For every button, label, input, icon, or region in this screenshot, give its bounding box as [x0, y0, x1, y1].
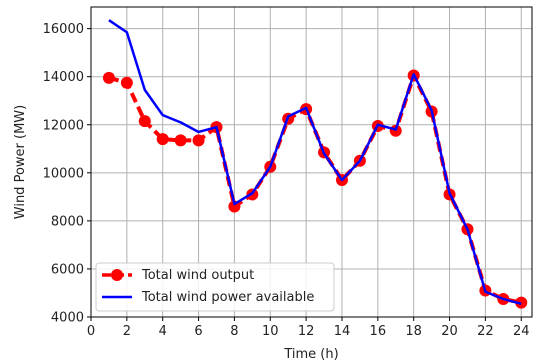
data-point-total-wind-output — [120, 76, 133, 89]
y-tick-label: 16000 — [43, 22, 84, 37]
y-tick-label: 14000 — [43, 70, 84, 85]
x-tick-label: 12 — [298, 324, 315, 339]
legend-label-total-wind-power-available: Total wind power available — [141, 290, 314, 305]
ticks: 0 2 4 6 8 10 12 14 16 18 20 22 244000600080001000012… — [43, 22, 530, 339]
legend-label-total-wind-output: Total wind output — [141, 268, 254, 283]
y-tick-label: 10000 — [43, 166, 84, 181]
series-layer — [102, 19, 528, 309]
series-line-total-wind-power-available — [108, 19, 522, 305]
x-tick-label: 8 — [230, 324, 238, 339]
data-point-total-wind-output — [174, 134, 187, 147]
x-tick-label: 18 — [405, 324, 422, 339]
y-axis-label: Wind Power (MW) — [13, 105, 28, 219]
y-tick-label: 4000 — [51, 311, 84, 326]
data-point-total-wind-output — [192, 134, 205, 147]
x-tick-label: 20 — [441, 324, 458, 339]
x-tick-label: 6 — [194, 324, 202, 339]
data-point-total-wind-output — [138, 115, 151, 128]
x-axis-label: Time (h) — [283, 347, 338, 362]
x-tick-label: 22 — [477, 324, 494, 339]
x-tick-label: 0 — [87, 324, 95, 339]
y-tick-label: 8000 — [51, 214, 84, 229]
legend-box — [95, 262, 335, 312]
data-point-total-wind-output — [156, 133, 169, 146]
x-tick-label: 10 — [262, 324, 279, 339]
y-tick-label: 6000 — [51, 262, 84, 277]
legend-marker-total-wind-output — [111, 269, 123, 281]
y-tick-label: 12000 — [43, 118, 84, 133]
x-tick-label: 2 — [123, 324, 131, 339]
plot-frame — [90, 6, 533, 318]
x-tick-label: 14 — [334, 324, 351, 339]
x-tick-label: 4 — [159, 324, 167, 339]
legend: Total wind output Total wind power avail… — [95, 262, 335, 312]
x-tick-label: 16 — [370, 324, 387, 339]
x-tick-label: 24 — [513, 324, 530, 339]
data-point-total-wind-output — [102, 71, 115, 84]
